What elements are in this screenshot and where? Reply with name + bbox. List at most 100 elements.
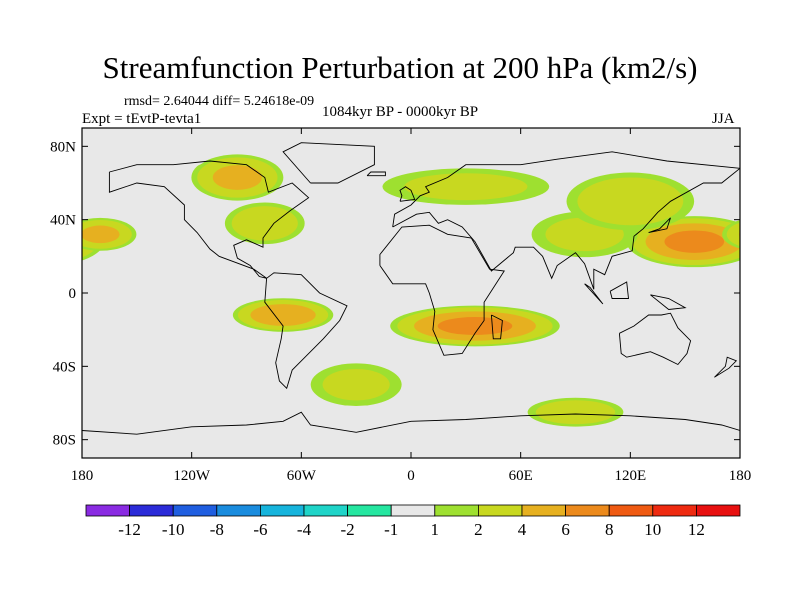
anomaly-15 <box>390 305 560 347</box>
anomaly-contour <box>577 177 684 226</box>
colorbar-label: 12 <box>688 520 705 539</box>
coastline <box>609 281 630 299</box>
colorbar-label: 8 <box>605 520 614 539</box>
anomaly-11 <box>82 136 740 175</box>
anomaly-contour <box>404 173 528 201</box>
anomaly-contour <box>231 206 298 241</box>
anomaly-18 <box>480 353 561 380</box>
x-tick-label: 60W <box>287 468 317 484</box>
colorbar-label: 6 <box>561 520 570 539</box>
anomaly-contour <box>738 231 740 238</box>
x-tick-label: 60E <box>509 468 533 484</box>
anomaly-contour <box>724 298 740 343</box>
colorbar-swatch <box>216 504 261 517</box>
anomaly-1 <box>323 212 480 282</box>
period-label: 1084kyr BP - 0000kyr BP <box>322 104 479 120</box>
experiment-label: Expt = tEvtP-tevta1 <box>82 111 202 127</box>
anomaly-contour <box>162 301 258 340</box>
y-tick-label: 80N <box>50 139 76 155</box>
coastline <box>650 294 687 310</box>
colorbar-label: -8 <box>210 520 224 539</box>
coastlines <box>82 142 740 435</box>
anomaly-contour <box>535 400 616 425</box>
anomaly-contour <box>726 222 740 247</box>
colorbar-swatch <box>85 504 130 517</box>
colorbar-swatch <box>477 504 523 517</box>
anomaly-contour <box>323 212 480 282</box>
anomaly-contour <box>250 304 316 326</box>
x-tick-label: 180 <box>71 468 94 484</box>
coastline <box>282 142 375 184</box>
coastline <box>82 411 740 435</box>
coastline <box>379 224 505 356</box>
colorbar-label: -6 <box>253 520 267 539</box>
anomaly-7 <box>191 154 284 201</box>
y-tick-label: 40S <box>53 359 76 375</box>
anomaly-contour <box>82 235 86 249</box>
colorbar-swatch <box>652 504 697 517</box>
colorbar-label: -10 <box>162 520 185 539</box>
stats-label: rmsd= 2.64044 diff= 5.24618e-09 <box>124 94 315 109</box>
colorbar-label: -12 <box>118 520 141 539</box>
y-tick-label: 0 <box>69 286 77 302</box>
colorbar-swatch <box>521 504 566 517</box>
x-tick-label: 120E <box>614 468 646 484</box>
anomaly-contour <box>255 265 384 292</box>
coastline <box>399 186 416 202</box>
anomaly-field <box>0 136 740 427</box>
anomaly-contour <box>0 177 25 225</box>
colorbar-label: 10 <box>644 520 661 539</box>
colorbar-swatch <box>303 504 348 517</box>
colorbar-swatch <box>259 504 305 517</box>
anomaly-contour <box>735 149 740 162</box>
anomaly-contour <box>357 136 502 156</box>
anomaly-contour <box>212 165 262 190</box>
colorbar-swatch <box>347 504 392 517</box>
anomaly-contour <box>664 230 725 253</box>
anomaly-contour <box>82 225 120 244</box>
colorbar-label: -4 <box>297 520 312 539</box>
colorbar-label: -1 <box>384 520 398 539</box>
anomaly-6 <box>382 168 550 205</box>
coastline <box>714 356 738 378</box>
anomaly-17 <box>310 363 402 406</box>
colorbar-label: 2 <box>474 520 483 539</box>
anomaly-contour <box>437 317 513 335</box>
anomaly-contour <box>322 368 390 401</box>
coastline <box>108 160 310 279</box>
anomaly-20 <box>161 363 222 388</box>
colorbar-swatch <box>129 504 174 517</box>
colorbar-label: 4 <box>518 520 527 539</box>
colorbar-swatch <box>390 504 436 517</box>
anomaly-9 <box>82 217 740 251</box>
anomaly-contour <box>82 136 209 175</box>
colorbar-label: -2 <box>341 520 355 539</box>
anomaly-14 <box>232 298 334 332</box>
anomaly-contour <box>0 304 25 337</box>
anomaly-2 <box>255 265 384 292</box>
anomaly-contour <box>736 311 740 330</box>
colorbar-swatch <box>172 504 218 517</box>
coastline <box>366 171 386 177</box>
colorbar-swatch <box>696 504 741 517</box>
coastline <box>648 217 671 233</box>
x-tick-label: 180 <box>729 468 752 484</box>
anomaly-contour <box>6 230 66 252</box>
anomaly-contour <box>161 363 222 388</box>
colorbar-swatch <box>565 504 610 517</box>
anomaly-16 <box>0 295 707 346</box>
y-tick-label: 40N <box>50 213 76 229</box>
anomaly-contour <box>723 143 740 168</box>
colorbar-swatch <box>608 504 654 517</box>
coastline <box>392 151 740 290</box>
season-label: JJA <box>712 111 735 127</box>
anomaly-12 <box>82 293 740 348</box>
coastline <box>584 283 604 305</box>
anomaly-13 <box>162 301 258 340</box>
chart-title: Streamfunction Perturbation at 200 hPa (… <box>102 50 698 85</box>
anomaly-8 <box>224 202 305 245</box>
anomaly-contour <box>82 293 134 348</box>
coastline <box>618 312 692 366</box>
anomaly-10 <box>357 136 502 156</box>
